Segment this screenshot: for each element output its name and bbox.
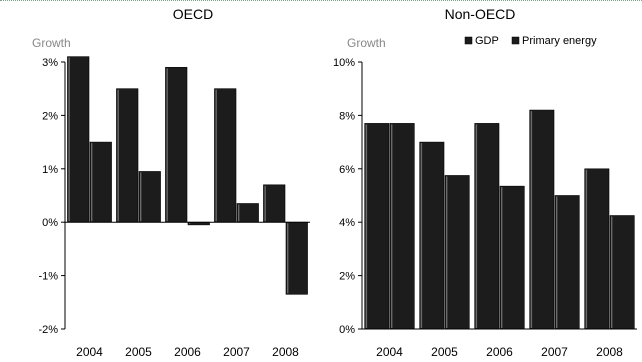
non-oecd-panel: Non-OECD Growth 0% 2% 4% 6% 8% 10% 2004 2005 200… [333,6,637,359]
bar-highlight [140,172,142,222]
non-oecd-bar-primary-energy [444,175,470,330]
bar-highlight [530,111,533,328]
bar-body [609,215,635,330]
bar-highlight [68,57,70,222]
oecd-y-tick-label: -1% [38,271,58,283]
bar-body [165,67,188,223]
oecd-x-tick-label: 2005 [125,345,152,359]
oecd-bar-primary-energy [138,171,161,223]
oecd-bar-gdp [165,67,188,223]
bar-body [444,175,470,330]
bar-body [138,171,161,223]
bar-body [214,88,237,223]
legend-swatch-gdp [464,36,473,45]
bar-body [474,123,500,330]
non-oecd-bar-primary-energy [554,195,580,330]
oecd-chart-title: OECD [173,6,213,22]
oecd-panel: OECD Growth -2% -1% 0% 1% 2% 3% 2004 2005 2006 20… [32,6,310,359]
non-oecd-bar-primary-energy [389,123,415,330]
bar-highlight [585,169,588,328]
oecd-bar-primary-energy [89,141,112,223]
chart-legend: GDP Primary energy [464,35,597,47]
bar-body [364,123,390,330]
oecd-y-tick-label: 0% [42,217,58,229]
oecd-bar-gdp [116,88,139,223]
non-oecd-bar-gdp [364,123,390,330]
bar-body [285,221,308,295]
bar-highlight [166,68,168,222]
non-oecd-y-tick-label: 6% [339,164,355,176]
oecd-x-tick-label: 2007 [223,345,250,359]
non-oecd-y-tick-label: 10% [333,57,355,69]
non-oecd-y-tick-label: 0% [339,324,355,336]
bar-body [419,141,445,330]
bar-body [499,185,525,330]
bar-body [116,88,139,223]
bar-body [584,168,610,330]
oecd-bar-primary-energy [285,221,308,295]
oecd-x-tick-label: 2006 [174,345,201,359]
bar-highlight [117,89,119,222]
non-oecd-bar-gdp [419,141,445,330]
non-oecd-chart-title: Non-OECD [445,6,516,22]
oecd-y-tick-label: -2% [38,324,58,336]
bar-body [529,109,555,330]
oecd-x-tick-label: 2008 [272,345,299,359]
non-oecd-x-tick-label: 2007 [541,345,568,359]
oecd-bar-gdp [67,56,90,223]
oecd-bar-primary-energy [236,203,259,223]
bar-body [263,184,286,223]
bar-highlight [287,223,289,294]
non-oecd-x-tick-label: 2008 [596,345,623,359]
non-oecd-x-tick-label: 2006 [486,345,513,359]
bar-body [236,203,259,223]
non-oecd-y-tick-label: 4% [339,217,355,229]
non-oecd-y-tick-label: 8% [339,110,355,122]
bar-body [389,123,415,330]
oecd-y-tick-label: 3% [42,57,58,69]
oecd-x-tick-label: 2004 [76,345,103,359]
non-oecd-x-tick-label: 2004 [376,345,403,359]
legend-swatch-primary-energy [511,36,520,45]
bar-highlight [264,185,266,222]
non-oecd-bar-primary-energy [609,215,635,330]
bar-highlight [238,204,240,222]
non-oecd-bar-gdp [474,123,500,330]
non-oecd-bar-gdp [529,109,555,330]
bar-highlight [611,216,613,328]
oecd-y-tick-label: 2% [42,110,58,122]
legend-label-gdp: GDP [475,35,499,47]
non-oecd-bar-primary-energy [499,185,525,330]
bar-body [89,141,112,223]
non-oecd-y-tick-label: 2% [339,271,355,283]
top-dotted-rule [0,0,642,1]
bar-highlight [391,124,393,328]
bar-body [554,195,580,330]
bar-highlight [189,223,191,224]
oecd-bar-gdp [214,88,237,223]
bar-body [67,56,90,223]
bar-highlight [556,196,558,328]
oecd-y-tick-label: 1% [42,164,58,176]
bar-highlight [501,187,503,328]
non-oecd-y-axis-label: Growth [347,36,386,50]
bar-highlight [446,176,448,328]
bar-highlight [215,89,217,222]
bar-highlight [365,124,368,328]
non-oecd-bar-gdp [584,168,610,330]
oecd-y-axis-label: Growth [32,36,71,50]
non-oecd-x-tick-label: 2005 [431,345,458,359]
bar-highlight [475,124,478,328]
legend-label-primary-energy: Primary energy [522,35,597,47]
oecd-bar-gdp [263,184,286,223]
bar-highlight [420,143,423,328]
bar-highlight [91,143,93,222]
